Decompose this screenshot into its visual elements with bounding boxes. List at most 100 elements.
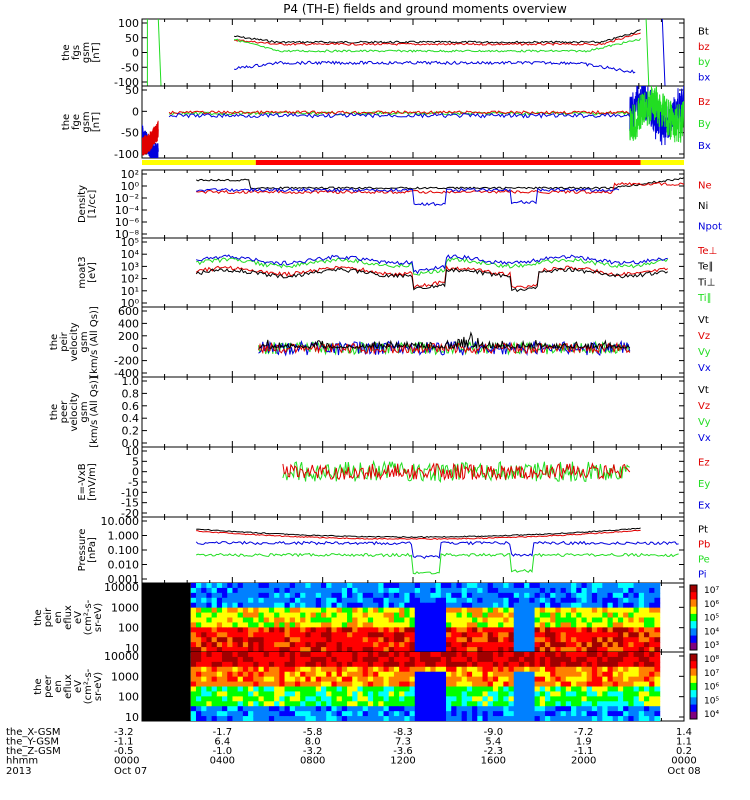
spectrogram-cell — [649, 671, 656, 678]
spectrogram-cell — [617, 696, 624, 702]
colorbar-label: 10⁴ — [704, 710, 719, 720]
spectrogram-cell — [362, 676, 369, 683]
spectrogram-cell — [258, 652, 265, 658]
spectrogram-cell — [565, 612, 572, 619]
spectrogram-cell — [362, 681, 369, 688]
spectrogram-cell — [310, 676, 317, 683]
spectrogram-cell — [472, 681, 478, 688]
spectrogram-cell — [576, 671, 583, 678]
spectrogram-cell — [263, 671, 270, 678]
spectrogram-cell — [331, 607, 338, 614]
spectrogram-cell — [607, 607, 614, 614]
spectrogram-cell — [206, 696, 213, 702]
spectrogram-cell — [341, 592, 348, 599]
spectrogram-cell — [268, 676, 275, 683]
spectrogram-cell — [347, 627, 353, 633]
spectrogram-cell — [206, 583, 213, 589]
spectrogram-cell — [492, 597, 499, 604]
colorbar-label: 10⁴ — [704, 627, 719, 637]
spectrogram-cell — [539, 661, 546, 668]
spectrogram-cell — [628, 592, 635, 599]
spectrogram-cell — [477, 647, 484, 652]
legend-entry: Vt — [698, 385, 709, 396]
spectrogram-cell — [435, 637, 442, 643]
y-axis-label-line: en — [53, 680, 64, 693]
spectrogram-cell — [310, 652, 317, 658]
spectrogram-cell — [498, 696, 504, 702]
series-Vz — [258, 341, 631, 355]
spectrogram-cell — [404, 632, 411, 638]
spectrogram-cell — [466, 642, 473, 648]
spectrogram-cell — [409, 652, 416, 658]
spectrogram-cell — [289, 666, 296, 673]
spectrogram-cell — [487, 716, 494, 721]
spectrogram-cell — [383, 671, 390, 678]
spectrogram-cell — [294, 617, 301, 624]
spectrogram-cell — [393, 691, 400, 697]
spectrogram-cell — [602, 602, 609, 609]
spectrogram-cell — [253, 632, 260, 638]
spectrogram-cell — [222, 696, 228, 702]
spectrogram-cell — [373, 661, 379, 668]
y-axis-label-line: eflux — [63, 605, 74, 630]
spectrogram-cell — [414, 661, 421, 668]
spectrogram-cell — [477, 587, 484, 594]
spectrogram-cell — [206, 627, 213, 633]
spectrogram-cell — [581, 627, 588, 633]
spectrogram-cell — [638, 642, 645, 648]
spectrogram-cell — [539, 647, 546, 652]
spectrogram-cell — [508, 656, 515, 663]
spectrogram-cell — [503, 696, 510, 702]
spectrogram-cell — [649, 652, 656, 658]
spectrogram-cell — [206, 711, 213, 717]
spectrogram-cell — [550, 592, 557, 599]
spectrogram-cell — [206, 701, 213, 707]
spectrogram-cell — [633, 671, 640, 678]
spectrogram-cell — [258, 676, 265, 683]
spectrogram-cell — [201, 627, 208, 633]
series-By — [629, 86, 684, 143]
spectrogram-cell — [315, 647, 322, 652]
spectrogram-cell — [331, 602, 338, 609]
spectrogram-cell — [440, 647, 447, 652]
spectrogram-cell — [305, 583, 312, 589]
spectrogram-cell — [472, 617, 478, 624]
spectrogram-cell — [326, 666, 333, 673]
spectrogram-cell — [550, 701, 557, 707]
spectrogram-cell — [378, 661, 385, 668]
spectrogram-cell — [357, 666, 364, 673]
spectrogram-cell — [477, 656, 484, 663]
position-value: 1600 — [481, 756, 506, 767]
spectrogram-cell — [227, 632, 234, 638]
spectrogram-cell — [456, 676, 463, 683]
spectrogram-cell — [258, 711, 265, 717]
spectrogram-cell — [352, 686, 359, 693]
spectrogram-cell — [284, 686, 291, 693]
legend-entry: Te⊥ — [697, 246, 717, 257]
spectrogram-cell — [612, 706, 619, 712]
spectrogram-cell — [367, 647, 374, 652]
spectrogram-cell — [206, 652, 213, 658]
spectrogram-cell — [477, 701, 484, 707]
spectrogram-cell — [586, 696, 593, 702]
spectrogram-cell — [331, 592, 338, 599]
spectrogram-cell — [341, 617, 348, 624]
spectrogram-cell — [425, 602, 432, 609]
series-by — [234, 38, 641, 53]
spectrogram-cell — [518, 696, 525, 702]
spectrogram-cell — [591, 681, 598, 688]
spectrogram-cell — [253, 671, 260, 678]
spectrogram-cell — [576, 597, 583, 604]
spectrogram-cell — [242, 671, 249, 678]
spectrogram-cell — [555, 583, 562, 589]
spectrogram-cell — [399, 637, 405, 643]
spectrogram-cell — [628, 676, 635, 683]
spectrogram-cell — [654, 642, 661, 648]
spectrogram-cell — [477, 661, 484, 668]
position-value: 5.4 — [485, 737, 501, 748]
spectrogram-cell — [492, 711, 499, 717]
spectrogram-cell — [419, 612, 426, 619]
spectrogram-cell — [216, 652, 223, 658]
spectrogram-cell — [414, 632, 421, 638]
spectrogram-cell — [227, 592, 234, 599]
